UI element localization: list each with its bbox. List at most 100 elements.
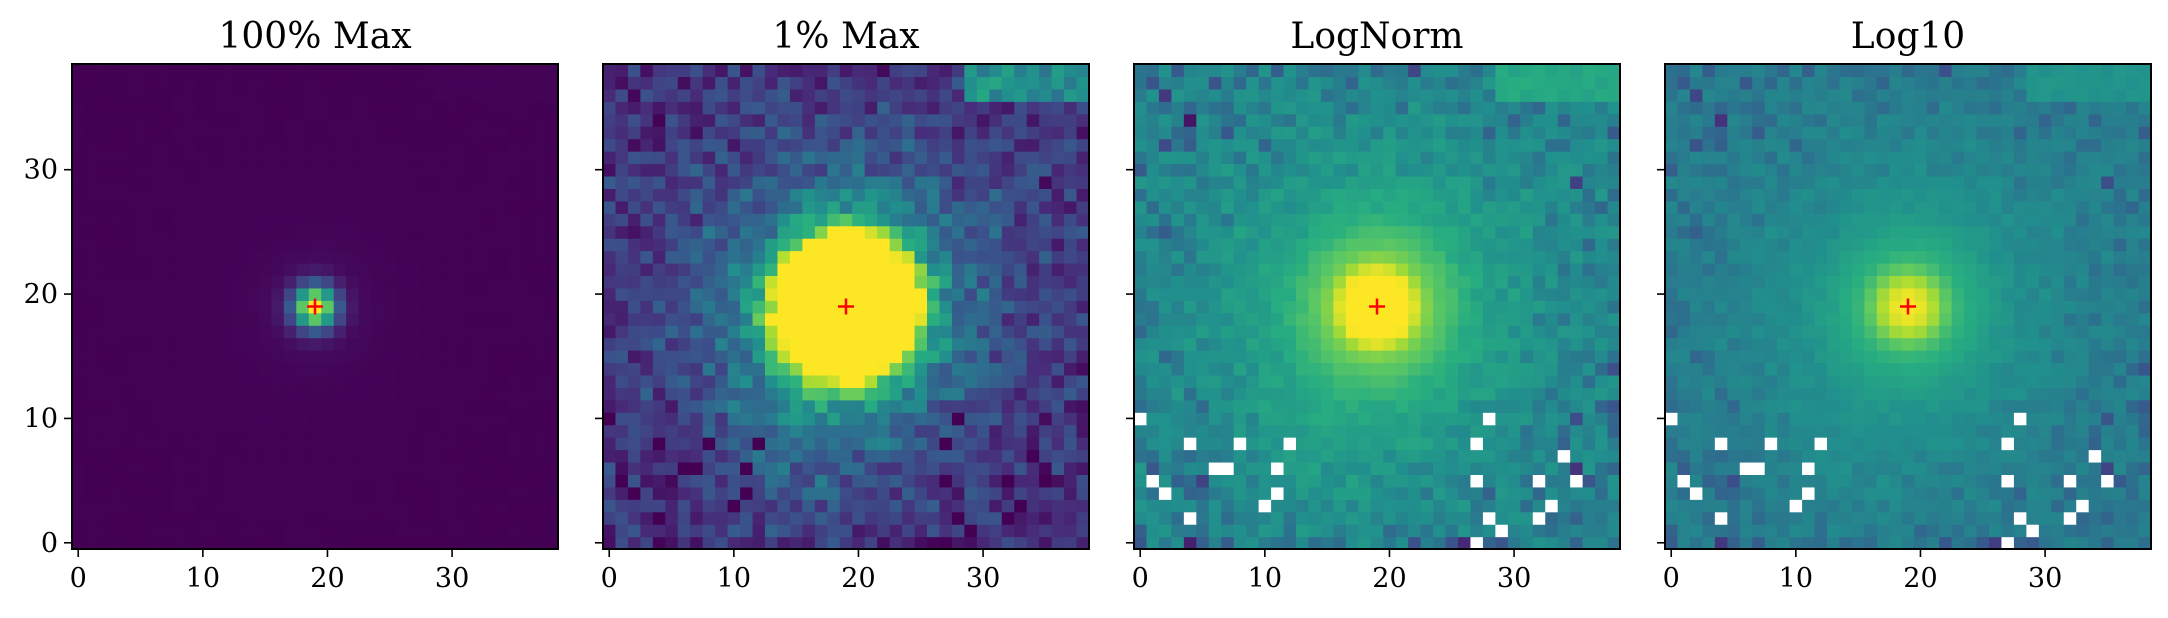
heatmap-cell (134, 312, 148, 326)
heatmap-cell (408, 76, 422, 90)
heatmap-cell (1039, 449, 1053, 463)
heatmap-cell (1520, 374, 1534, 388)
heatmap-cell (827, 325, 841, 339)
heatmap-cell (495, 138, 509, 152)
heatmap-cell (1408, 300, 1422, 314)
heatmap-cell (383, 486, 397, 500)
heatmap-cell (727, 262, 741, 277)
heatmap-cell (1171, 126, 1185, 140)
heatmap-cell (752, 76, 766, 90)
heatmap-cell (752, 486, 766, 500)
heatmap-cell (1246, 536, 1260, 550)
heatmap-cell (296, 536, 310, 550)
heatmap-cell (740, 250, 754, 264)
heatmap-cell (877, 250, 891, 264)
heatmap-cell (184, 399, 198, 413)
heatmap-cell (1926, 424, 1940, 438)
heatmap-cell (902, 175, 916, 189)
heatmap-cell (184, 437, 198, 451)
heatmap-cell (1283, 486, 1297, 500)
heatmap-cell (1433, 76, 1447, 90)
heatmap-cell (964, 524, 978, 538)
heatmap-cell (1333, 424, 1347, 438)
heatmap-cell (1482, 76, 1496, 90)
heatmap-cell (371, 64, 385, 78)
heatmap-cell (1458, 300, 1472, 314)
heatmap-cell (889, 151, 903, 165)
heatmap-cell (470, 374, 484, 388)
heatmap-cell (615, 524, 629, 538)
heatmap-cell (1545, 486, 1559, 500)
heatmap-cell (740, 188, 754, 202)
heatmap-cell (814, 151, 828, 165)
heatmap-cell (1395, 337, 1409, 351)
heatmap-cell (1258, 300, 1272, 314)
heatmap-cell (1864, 511, 1878, 525)
heatmap-cell (677, 461, 691, 475)
heatmap-cell (321, 474, 335, 488)
heatmap-cell (752, 374, 766, 388)
heatmap-cell (615, 275, 629, 289)
heatmap-cell (914, 350, 928, 364)
heatmap-cell (1582, 461, 1596, 475)
heatmap-cell (839, 387, 853, 401)
heatmap-cell (258, 101, 272, 115)
heatmap-cell (727, 387, 741, 401)
heatmap-cell (902, 412, 916, 426)
heatmap-cell (1689, 474, 1703, 488)
heatmap-cell (1420, 374, 1434, 388)
heatmap-cell (1296, 287, 1310, 301)
heatmap-cell (802, 163, 816, 177)
heatmap-cell (727, 175, 741, 189)
heatmap-cell (1358, 188, 1372, 202)
heatmap-cell (1283, 300, 1297, 314)
heatmap-cell (383, 200, 397, 214)
heatmap-cell (483, 499, 497, 513)
heatmap-cell (196, 511, 210, 525)
heatmap-cell (420, 312, 434, 326)
heatmap-cell (296, 424, 310, 438)
heatmap-cell (1408, 486, 1422, 500)
heatmap-cell (1233, 300, 1247, 314)
heatmap-cell (914, 175, 928, 189)
heatmap-cell (1395, 524, 1409, 538)
heatmap-cell (976, 163, 990, 177)
heatmap-cell (1134, 275, 1148, 289)
heatmap-cell (1445, 486, 1459, 500)
heatmap-cell (1582, 138, 1596, 152)
heatmap-cell (677, 287, 691, 301)
heatmap-cell (196, 312, 210, 326)
heatmap-cell (1458, 287, 1472, 301)
heatmap-cell (1570, 325, 1584, 339)
heatmap-cell (271, 250, 285, 264)
heatmap-cell (715, 88, 729, 102)
heatmap-cell (533, 486, 547, 500)
heatmap-cell (964, 437, 978, 451)
heatmap-cell (1233, 524, 1247, 538)
heatmap-cell (1570, 524, 1584, 538)
heatmap-cell (1802, 449, 1816, 463)
heatmap-cell (1557, 362, 1571, 376)
heatmap-cell (877, 101, 891, 115)
heatmap-cell (677, 163, 691, 177)
heatmap-cell (951, 437, 965, 451)
heatmap-cell (1926, 474, 1940, 488)
heatmap-cell (1582, 76, 1596, 90)
heatmap-cell (470, 424, 484, 438)
heatmap-cell (333, 424, 347, 438)
heatmap-cell (914, 287, 928, 301)
heatmap-cell (1258, 449, 1272, 463)
heatmap-cell (976, 64, 990, 78)
heatmap-cell (1665, 486, 1679, 500)
heatmap-cell (1507, 200, 1521, 214)
heatmap-cell (1039, 536, 1053, 550)
heatmap-cell (914, 536, 928, 550)
heatmap-cell (121, 213, 135, 227)
heatmap-cell (1976, 424, 1990, 438)
heatmap-cell (508, 113, 522, 127)
heatmap-cell (752, 362, 766, 376)
heatmap-cell (1026, 387, 1040, 401)
heatmap-cell (964, 412, 978, 426)
heatmap-cell (545, 362, 559, 376)
